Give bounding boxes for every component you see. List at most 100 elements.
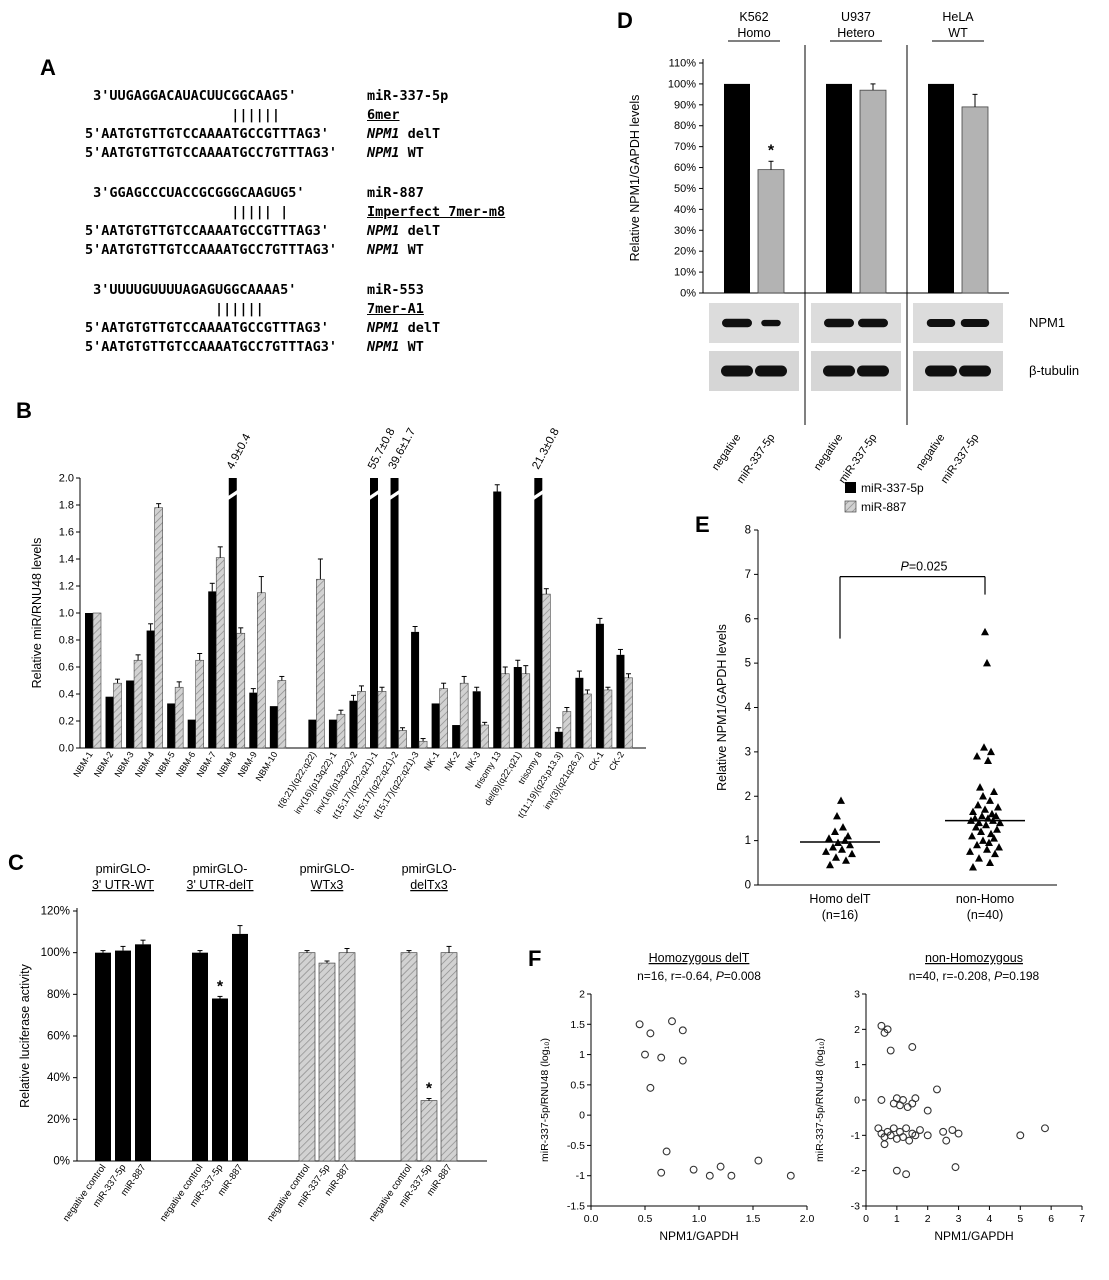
svg-text:60%: 60% bbox=[674, 162, 696, 174]
svg-text:0.4: 0.4 bbox=[59, 689, 74, 701]
svg-text:Relative luciferase activity: Relative luciferase activity bbox=[18, 963, 32, 1108]
svg-text:NPM1: NPM1 bbox=[1029, 315, 1065, 330]
svg-text:Homo delT: Homo delT bbox=[809, 892, 870, 906]
svg-text:0: 0 bbox=[745, 880, 751, 892]
svg-text:Relative NPM1/GAPDH levels: Relative NPM1/GAPDH levels bbox=[715, 624, 729, 791]
svg-text:NBM-3: NBM-3 bbox=[112, 750, 135, 779]
npm1-delt-sequence: 5'AATGTGTTGTCCAAAATGCCGTTTAG3' bbox=[85, 320, 329, 336]
mirna-name: miR-553 bbox=[367, 282, 424, 298]
svg-text:(n=40): (n=40) bbox=[967, 908, 1003, 922]
svg-text:1: 1 bbox=[579, 1049, 585, 1061]
svg-text:-2: -2 bbox=[851, 1165, 860, 1177]
pairing-bars: |||||| bbox=[85, 107, 281, 123]
svg-text:miR-337-5p/RNU48 (log₁₀): miR-337-5p/RNU48 (log₁₀) bbox=[814, 1038, 826, 1162]
svg-text:n=16, r=-0.64, P=0.008: n=16, r=-0.64, P=0.008 bbox=[637, 969, 761, 983]
panel-f1-chart: 0.0 0.5 1.0 1.5 2.0 -1.5 -1 -0.5 0 0.5 1 1.5 2 NPM1/G… bbox=[539, 951, 815, 1243]
svg-text:2: 2 bbox=[579, 989, 585, 1001]
svg-text:90%: 90% bbox=[674, 99, 696, 111]
svg-text:WT: WT bbox=[948, 26, 968, 40]
pairing-bars: ||||| | bbox=[85, 204, 289, 220]
svg-text:40%: 40% bbox=[47, 1072, 70, 1084]
alignment-block-mir553: 3'UUUUGUUUUAGAGUGGCAAAA5' miR-553 |||||| 7… bbox=[85, 280, 505, 356]
svg-text:4: 4 bbox=[987, 1213, 993, 1225]
svg-text:NK-2: NK-2 bbox=[442, 750, 461, 773]
svg-text:120%: 120% bbox=[41, 906, 70, 918]
svg-text:10%: 10% bbox=[674, 267, 696, 279]
svg-text:CK-2: CK-2 bbox=[607, 750, 626, 773]
svg-text:70%: 70% bbox=[674, 141, 696, 153]
svg-text:1.5: 1.5 bbox=[570, 1019, 585, 1031]
svg-text:NK-3: NK-3 bbox=[463, 750, 482, 773]
svg-text:Homo: Homo bbox=[737, 26, 770, 40]
mirna-row: 3'UUUUGUUUUAGAGUGGCAAAA5' miR-553 bbox=[85, 280, 505, 299]
svg-text:110%: 110% bbox=[669, 58, 697, 70]
panel-c-label: C bbox=[8, 850, 24, 875]
panel-f2-chart: 0 1 2 3 4 5 6 7 -3 -2 -1 0 1 2 3 NPM1/GAPDH miR-337-5p/R… bbox=[814, 951, 1085, 1243]
svg-text:-3: -3 bbox=[851, 1201, 860, 1213]
mirna-sequence: 3'GGAGCCCUACCGCGGGCAAGUG5' bbox=[85, 185, 305, 201]
npm1-delt-label: NPM1 delT bbox=[367, 126, 441, 142]
svg-text:P=0.025: P=0.025 bbox=[901, 560, 948, 574]
svg-text:NPM1/GAPDH: NPM1/GAPDH bbox=[659, 1229, 738, 1243]
svg-text:K562: K562 bbox=[739, 10, 768, 24]
svg-text:pmirGLO-: pmirGLO- bbox=[193, 862, 248, 876]
mirna-row: 3'GGAGCCCUACCGCGGGCAAGUG5' miR-887 bbox=[85, 183, 505, 202]
svg-text:6: 6 bbox=[745, 613, 751, 625]
npm1-wt-label: NPM1 WT bbox=[367, 242, 424, 258]
svg-text:8: 8 bbox=[745, 525, 751, 537]
svg-text:negative: negative bbox=[710, 432, 744, 473]
panel-d-label: D bbox=[617, 8, 633, 33]
svg-text:0.2: 0.2 bbox=[59, 716, 74, 728]
svg-text:2.0: 2.0 bbox=[800, 1213, 815, 1225]
svg-text:*: * bbox=[217, 978, 224, 995]
svg-text:2: 2 bbox=[745, 791, 751, 803]
svg-text:Hetero: Hetero bbox=[837, 26, 875, 40]
svg-text:NPM1/GAPDH: NPM1/GAPDH bbox=[934, 1229, 1013, 1243]
svg-text:1: 1 bbox=[745, 835, 751, 847]
svg-text:1: 1 bbox=[894, 1213, 900, 1225]
svg-text:3' UTR-WT: 3' UTR-WT bbox=[92, 878, 154, 892]
svg-text:negative: negative bbox=[812, 432, 846, 473]
svg-text:(n=16): (n=16) bbox=[822, 908, 858, 922]
svg-text:Homozygous delT: Homozygous delT bbox=[649, 951, 750, 965]
npm1-wt-sequence: 5'AATGTGTTGTCCAAAATGCCTGTTTAG3' bbox=[85, 242, 337, 258]
svg-text:delTx3: delTx3 bbox=[410, 878, 448, 892]
svg-text:60%: 60% bbox=[47, 1031, 70, 1043]
svg-text:NBM-8: NBM-8 bbox=[215, 750, 238, 779]
svg-text:-1.5: -1.5 bbox=[567, 1201, 585, 1213]
svg-text:1.5: 1.5 bbox=[746, 1213, 761, 1225]
svg-text:2: 2 bbox=[925, 1213, 931, 1225]
svg-text:0.5: 0.5 bbox=[638, 1213, 653, 1225]
npm1-delt-sequence: 5'AATGTGTTGTCCAAAATGCCGTTTAG3' bbox=[85, 126, 329, 142]
mirna-name: miR-887 bbox=[367, 185, 424, 201]
svg-text:100%: 100% bbox=[41, 947, 70, 959]
svg-text:1.6: 1.6 bbox=[59, 527, 74, 539]
svg-text:0.8: 0.8 bbox=[59, 635, 74, 647]
panel-e-chart: 0 1 2 3 4 5 6 7 8 Relative NPM1/GAPDH levels Homo … bbox=[715, 525, 1057, 922]
svg-text:pmirGLO-: pmirGLO- bbox=[96, 862, 151, 876]
svg-text:0%: 0% bbox=[680, 288, 696, 300]
panel-c-chart: 0% 20% 40% 60% 80% 100% 120% Relative luciferas… bbox=[18, 862, 487, 1224]
svg-text:0.6: 0.6 bbox=[59, 662, 74, 674]
svg-text:NBM-5: NBM-5 bbox=[154, 750, 177, 779]
svg-text:pmirGLO-: pmirGLO- bbox=[402, 862, 457, 876]
svg-text:3' UTR-delT: 3' UTR-delT bbox=[187, 878, 254, 892]
svg-text:2: 2 bbox=[854, 1024, 860, 1036]
svg-text:NBM-6: NBM-6 bbox=[174, 750, 197, 779]
svg-text:-1: -1 bbox=[576, 1170, 585, 1182]
svg-text:1.0: 1.0 bbox=[692, 1213, 707, 1225]
panel-d-chart: 0% 10% 20% 30% 40% 50% 60% 70% 80% 90% 100% 110% Rel… bbox=[628, 10, 1079, 485]
npm1-wt-label: NPM1 WT bbox=[367, 145, 424, 161]
pairing-row: |||||| 7mer-A1 bbox=[85, 299, 505, 318]
svg-text:100%: 100% bbox=[668, 78, 696, 90]
svg-text:NBM-1: NBM-1 bbox=[71, 750, 94, 779]
npm1-wt-label: NPM1 WT bbox=[367, 339, 424, 355]
svg-text:1.4: 1.4 bbox=[59, 554, 74, 566]
svg-text:U937: U937 bbox=[841, 10, 871, 24]
alignment-block-mir887: 3'GGAGCCCUACCGCGGGCAAGUG5' miR-887 ||||| … bbox=[85, 183, 505, 259]
delt-row: 5'AATGTGTTGTCCAAAATGCCGTTTAG3' NPM1 delT bbox=[85, 318, 505, 337]
svg-text:80%: 80% bbox=[674, 120, 696, 132]
svg-text:negative: negative bbox=[914, 432, 948, 473]
panel-b-label: B bbox=[16, 398, 32, 423]
